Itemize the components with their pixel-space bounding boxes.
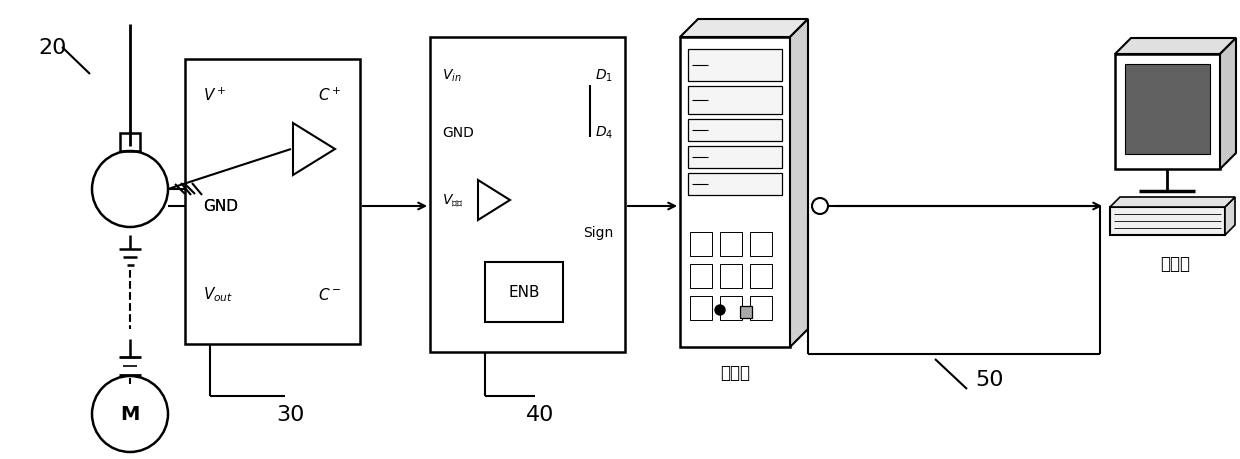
Text: 工作站: 工作站 <box>1159 254 1190 272</box>
Bar <box>688 50 782 82</box>
Bar <box>1110 207 1225 235</box>
Bar <box>689 297 712 320</box>
Bar <box>120 134 140 151</box>
Polygon shape <box>1225 197 1235 235</box>
Text: $D_1$: $D_1$ <box>595 67 613 84</box>
Bar <box>1115 55 1220 170</box>
Bar <box>1125 65 1210 155</box>
Bar <box>688 87 782 115</box>
Bar <box>688 174 782 196</box>
Text: GND: GND <box>203 199 238 214</box>
Text: 20: 20 <box>38 38 67 58</box>
Bar <box>688 147 782 168</box>
Text: M: M <box>120 405 140 424</box>
Bar <box>689 264 712 288</box>
Bar <box>750 233 773 257</box>
Text: 50: 50 <box>975 369 1003 389</box>
Bar <box>185 60 360 344</box>
Bar <box>720 264 742 288</box>
Polygon shape <box>1115 39 1236 55</box>
Polygon shape <box>680 20 808 38</box>
Text: GND: GND <box>441 126 474 140</box>
Bar <box>720 297 742 320</box>
Circle shape <box>715 305 725 315</box>
Bar <box>485 263 563 322</box>
Text: GND: GND <box>203 199 238 214</box>
Bar <box>430 38 625 352</box>
Text: $C^+$: $C^+$ <box>319 86 342 103</box>
Text: $V_{out}$: $V_{out}$ <box>203 285 233 304</box>
Polygon shape <box>790 20 808 347</box>
Text: ENB: ENB <box>508 285 539 300</box>
Text: 30: 30 <box>275 404 304 424</box>
Text: $V_{\rm 引用}$: $V_{\rm 引用}$ <box>441 192 464 209</box>
Text: 服务器: 服务器 <box>720 363 750 381</box>
Polygon shape <box>1220 39 1236 170</box>
Text: $C^-$: $C^-$ <box>319 286 342 302</box>
Bar <box>750 264 773 288</box>
Text: $V_{in}$: $V_{in}$ <box>441 67 461 84</box>
Text: Sign: Sign <box>583 225 613 240</box>
Text: $D_4$: $D_4$ <box>595 124 613 141</box>
Bar <box>720 233 742 257</box>
Polygon shape <box>1110 197 1235 207</box>
Text: 40: 40 <box>526 404 554 424</box>
Bar <box>680 38 790 347</box>
Bar <box>740 306 751 318</box>
Bar <box>688 120 782 142</box>
Text: $V^+$: $V^+$ <box>203 86 227 103</box>
Bar <box>750 297 773 320</box>
Bar <box>689 233 712 257</box>
